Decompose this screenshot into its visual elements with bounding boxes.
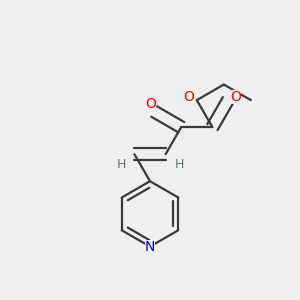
Text: O: O (145, 97, 156, 111)
Text: O: O (183, 90, 194, 104)
Text: O: O (230, 90, 241, 104)
Text: H: H (174, 158, 184, 171)
Text: H: H (116, 158, 126, 171)
Text: N: N (145, 240, 155, 254)
